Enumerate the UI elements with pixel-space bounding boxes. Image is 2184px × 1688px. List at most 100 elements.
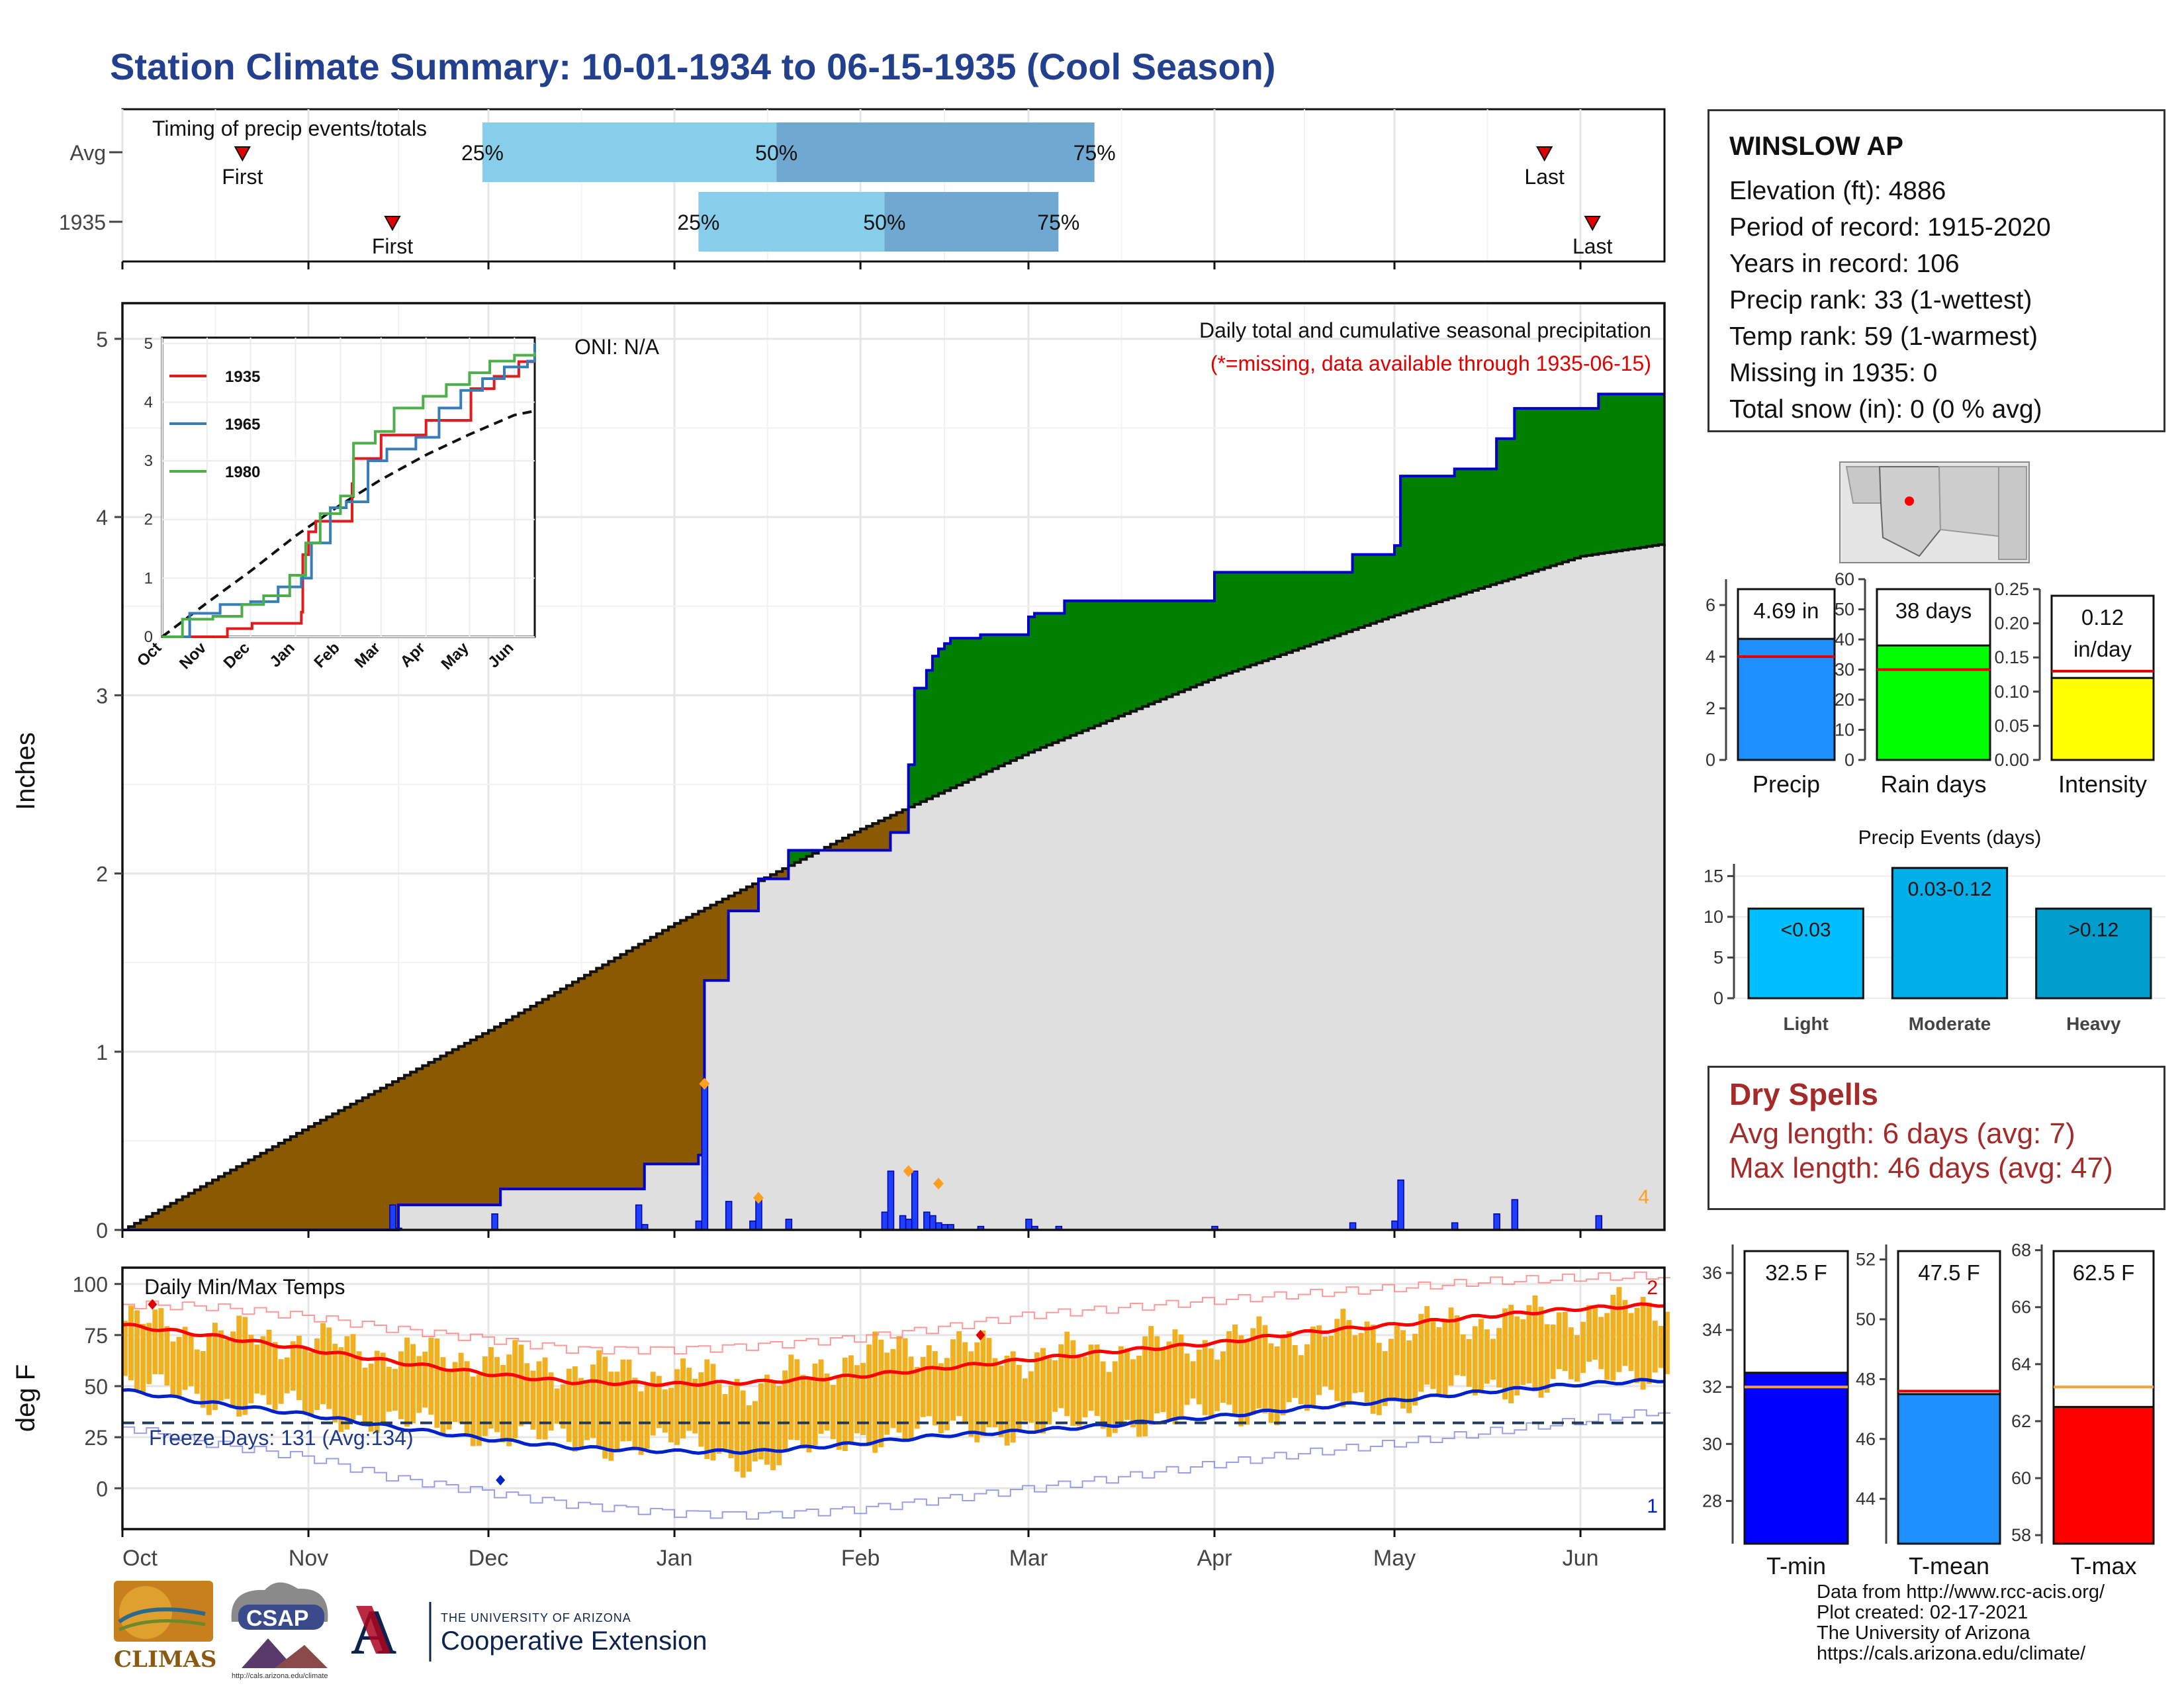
surplus-area: [1166, 600, 1173, 697]
surplus-area: [986, 634, 993, 772]
daily-temp-bar: [830, 1385, 836, 1439]
inset-y-tick-label: 3: [144, 452, 153, 470]
daily-temp-bar: [704, 1359, 710, 1460]
surplus-area: [1616, 394, 1623, 551]
precip-y-tick-label: 2: [96, 863, 108, 886]
station-snow: Total snow (in): 0 (0 % avg): [1729, 395, 2042, 424]
mini-bar-title: Rain days: [1880, 771, 1986, 798]
deficit-area: [266, 1150, 273, 1230]
daily-temp-bar: [1472, 1326, 1478, 1395]
daily-precip-bar: [905, 1219, 913, 1231]
daily-temp-bar: [668, 1387, 674, 1442]
deficit-area: [470, 1040, 477, 1205]
deficit-area: [728, 896, 735, 912]
daily-temp-bar: [944, 1358, 950, 1430]
daily-temp-bar: [794, 1359, 800, 1440]
daily-temp-bar: [260, 1336, 266, 1395]
deficit-area: [290, 1136, 297, 1230]
daily-temp-bar: [1034, 1352, 1040, 1432]
daily-temp-bar: [344, 1336, 350, 1430]
events-y-tick-label: 15: [1704, 866, 1723, 886]
events-y-tick-label: 10: [1704, 907, 1723, 927]
deficit-area: [242, 1163, 249, 1230]
deficit-area: [692, 914, 699, 1164]
daily-temp-bar: [1220, 1351, 1226, 1403]
precip-subtitle: (*=missing, data available through 1935-…: [1210, 352, 1651, 375]
daily-precip-bar: [1493, 1213, 1500, 1231]
daily-temp-bar: [1580, 1321, 1586, 1374]
daily-temp-bar: [182, 1327, 188, 1390]
precip-y-tick-label: 5: [96, 328, 108, 352]
daily-temp-bar: [1610, 1295, 1616, 1381]
station-location-marker: [1905, 496, 1914, 506]
daily-temp-bar: [686, 1368, 692, 1431]
credit-line: The University of Arizona: [1817, 1622, 2030, 1644]
credit-line: Plot created: 02-17-2021: [1817, 1602, 2028, 1623]
surplus-area: [1124, 600, 1131, 714]
daily-precip-bar: [929, 1215, 936, 1231]
surplus-area: [1310, 572, 1317, 645]
locator-map: [1839, 461, 2030, 563]
inset-y-tick-label: 4: [144, 393, 153, 411]
surplus-area: [1214, 572, 1221, 678]
deficit-area: [344, 1107, 351, 1230]
daily-temp-bar: [812, 1363, 818, 1446]
credit-line: Data from http://www.rcc-acis.org/: [1817, 1581, 2105, 1603]
inset-y-tick-label: 0: [144, 628, 153, 646]
deficit-area: [212, 1180, 219, 1230]
station-years: Years in record: 106: [1729, 250, 1960, 278]
daily-temp-bar: [356, 1351, 362, 1415]
daily-temp-bar: [512, 1340, 518, 1438]
surplus-area: [812, 850, 819, 854]
daily-temp-bar: [1508, 1305, 1514, 1404]
daily-temp-bar: [380, 1352, 386, 1423]
daily-temp-bar: [674, 1369, 680, 1445]
deficit-area: [134, 1223, 141, 1230]
event-category-label: Moderate: [1909, 1013, 1991, 1034]
temps-y-tick-label: 100: [73, 1273, 108, 1297]
deficit-area: [230, 1170, 237, 1230]
deficit-area: [452, 1049, 459, 1205]
deficit-area: [446, 1053, 453, 1205]
mini-bar-y-tick-label: 30: [1702, 1434, 1722, 1454]
deficit-area: [626, 951, 633, 1190]
inset-legend-label: 1980: [225, 463, 260, 481]
daily-temp-bar: [1040, 1348, 1046, 1434]
daily-temp-bar: [314, 1338, 320, 1411]
mini-bar-y-tick-label: 0.05: [1994, 716, 2029, 735]
deficit-area: [548, 996, 555, 1190]
surplus-area: [1640, 394, 1647, 547]
timing-label-75: 75%: [1037, 211, 1079, 234]
freeze-days-label: Freeze Days: 131 (Avg:134): [149, 1426, 414, 1450]
daily-temp-bar: [1250, 1328, 1256, 1415]
deficit-area: [374, 1091, 381, 1230]
daily-temp-bar: [458, 1352, 464, 1424]
deficit-area: [890, 815, 897, 833]
timing-panel: Timing of precip events/totals Avg 1935 25%…: [59, 108, 1666, 269]
daily-temp-bar: [1304, 1344, 1310, 1411]
surplus-area: [1226, 572, 1233, 674]
surplus-area: [1052, 613, 1059, 743]
mini-bar-y-tick-label: 30: [1835, 660, 1854, 680]
daily-temp-bar: [422, 1351, 428, 1408]
mini-bar-y-tick-label: 44: [1856, 1489, 1876, 1509]
daily-temp-bar: [1346, 1320, 1352, 1403]
deficit-area: [194, 1190, 201, 1230]
surplus-area: [1592, 408, 1599, 555]
station-info-box: WINSLOW AP Elevation (ft): 4886 Period o…: [1707, 109, 2165, 432]
daily-temp-bar: [926, 1345, 932, 1417]
daily-temp-bar: [200, 1350, 206, 1408]
surplus-area: [1544, 408, 1551, 568]
deficit-area: [410, 1072, 417, 1205]
surplus-area: [1292, 572, 1299, 651]
deficit-area: [836, 841, 843, 851]
daily-temp-bar: [1016, 1364, 1022, 1430]
month-tick-label: Jan: [657, 1546, 693, 1571]
deficit-area: [260, 1153, 267, 1230]
surplus-area: [1508, 438, 1515, 579]
daily-temp-bar: [1178, 1334, 1184, 1418]
daily-temp-bar: [1514, 1316, 1520, 1396]
surplus-area: [1256, 572, 1263, 663]
mini-bar-title: Precip: [1752, 771, 1820, 798]
